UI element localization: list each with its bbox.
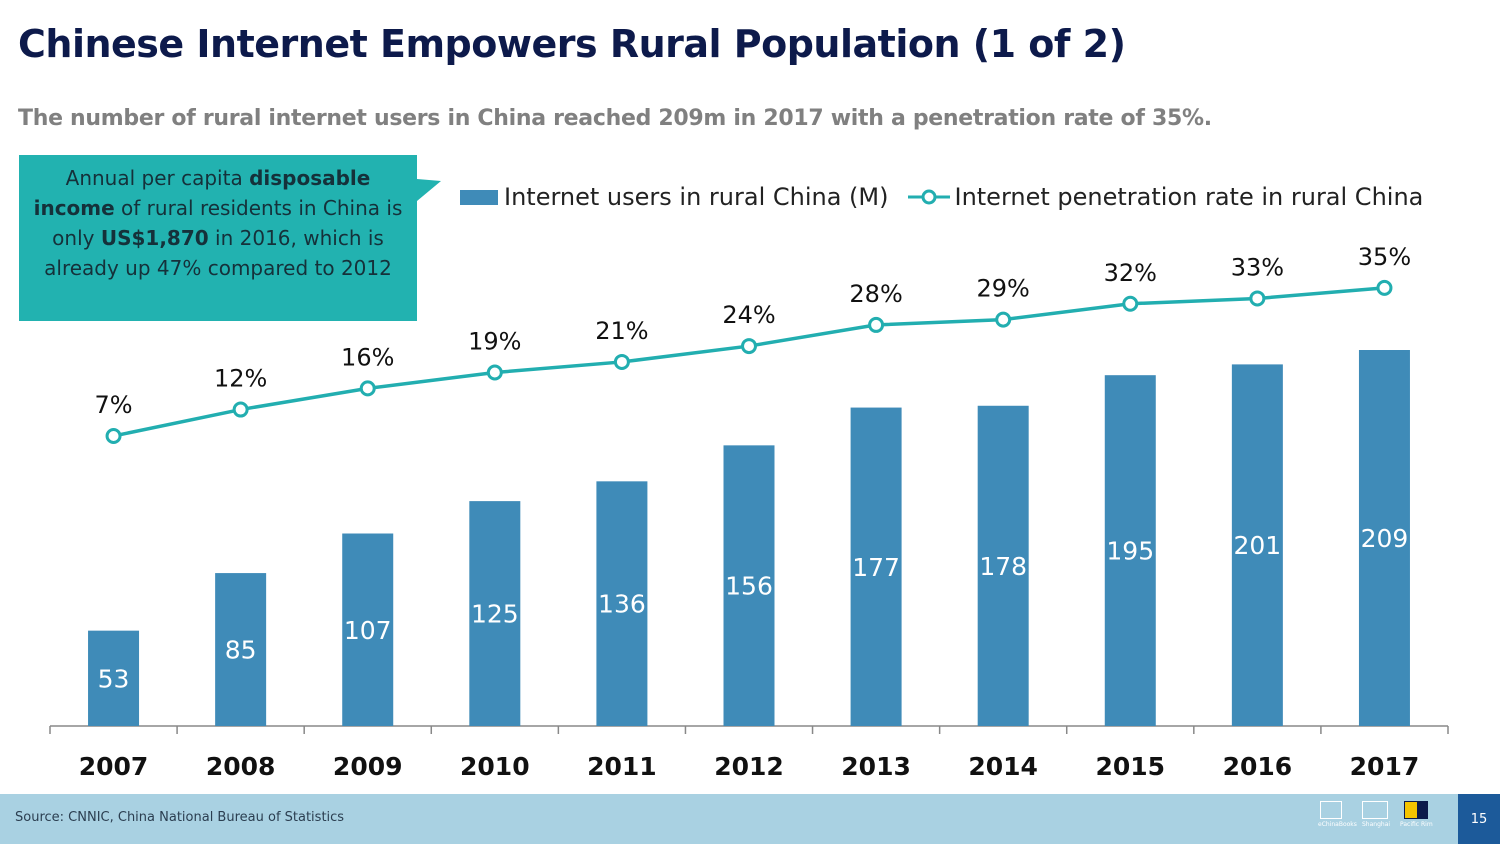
callout-text-part2: of rural residents in China is only <box>52 196 403 250</box>
bar-label-2008: 85 <box>225 636 257 665</box>
line-point-2011 <box>613 353 630 370</box>
logo-caption-1: eChinaBooks <box>1318 821 1357 828</box>
line-point-2010 <box>486 364 503 381</box>
bar-label-2013: 177 <box>852 553 900 582</box>
bar-2010 <box>469 501 521 726</box>
bar-2013 <box>850 407 902 726</box>
bar-label-2011: 136 <box>598 590 646 619</box>
bar-label-2007: 53 <box>98 664 130 693</box>
line-point-2017 <box>1376 279 1393 296</box>
bar-2011 <box>596 481 648 726</box>
line-label-2013: 28% <box>849 280 902 308</box>
logo-caption-3: Pacific Rim <box>1400 821 1433 828</box>
bar-label-2009: 107 <box>344 616 392 645</box>
bar-label-2016: 201 <box>1234 531 1282 560</box>
bar-2007 <box>88 630 140 726</box>
bar-2014 <box>977 405 1029 726</box>
callout-highlight-amount: US$1,870 <box>100 226 209 250</box>
line-point-2013 <box>868 316 885 333</box>
line-point-2008 <box>232 401 249 418</box>
line-point-2015 <box>1122 295 1139 312</box>
x-tick-label-2016: 2016 <box>1223 752 1293 781</box>
legend-line-label: Internet penetration rate in rural China <box>954 183 1424 211</box>
logo-caption-2: Shanghai <box>1362 821 1391 828</box>
line-label-2016: 33% <box>1231 253 1284 281</box>
x-tick-label-2012: 2012 <box>714 752 784 781</box>
x-tick-label-2013: 2013 <box>841 752 911 781</box>
income-callout: Annual per capita disposable income of r… <box>19 155 441 321</box>
bar-label-2014: 178 <box>979 552 1027 581</box>
bar-label-2012: 156 <box>725 572 773 601</box>
page-subtitle: The number of rural internet users in Ch… <box>18 106 1212 131</box>
x-tick-label-2007: 2007 <box>79 752 149 781</box>
line-label-2007: 7% <box>95 391 133 419</box>
x-tick-label-2009: 2009 <box>333 752 403 781</box>
x-tick-label-2010: 2010 <box>460 752 530 781</box>
bar-2017 <box>1358 350 1410 726</box>
callout-text-part1: Annual per capita <box>65 166 250 190</box>
page-title: Chinese Internet Empowers Rural Populati… <box>18 22 1126 66</box>
legend-bar-label: Internet users in rural China (M) <box>504 183 889 211</box>
line-label-2008: 12% <box>214 365 267 393</box>
square-logo-icon <box>1404 801 1428 819</box>
legend-line-marker <box>908 189 951 205</box>
line-point-2007 <box>105 428 122 444</box>
book-logo-icon <box>1320 801 1342 819</box>
bar-2008 <box>215 573 267 726</box>
bar-2016 <box>1231 364 1283 726</box>
line-label-2017: 35% <box>1358 243 1411 271</box>
x-tick-label-2008: 2008 <box>206 752 276 781</box>
x-tick-label-2011: 2011 <box>587 752 657 781</box>
line-label-2015: 32% <box>1104 259 1157 287</box>
footer-bar: Source: CNNIC, China National Bureau of … <box>0 794 1500 844</box>
bar-label-2017: 209 <box>1361 524 1409 553</box>
x-tick-label-2017: 2017 <box>1350 752 1420 781</box>
bar-2015 <box>1104 375 1156 726</box>
callout-highlight-income: disposable income <box>33 166 371 220</box>
line-label-2014: 29% <box>977 275 1030 303</box>
x-tick-label-2014: 2014 <box>968 752 1038 781</box>
legend-bar-swatch <box>460 189 498 205</box>
screen-logo-icon <box>1362 801 1388 819</box>
bar-2012 <box>723 445 775 726</box>
line-point-2014 <box>995 311 1012 328</box>
line-label-2010: 19% <box>468 328 521 356</box>
line-point-2009 <box>359 380 376 397</box>
line-point-2012 <box>741 338 757 355</box>
line-label-2012: 24% <box>722 301 775 329</box>
bar-2009 <box>342 533 394 726</box>
callout-shape <box>19 155 441 321</box>
source-note: Source: CNNIC, China National Bureau of … <box>15 810 345 825</box>
bar-label-2010: 125 <box>471 600 519 629</box>
bar-label-2015: 195 <box>1106 537 1154 566</box>
x-tick-label-2015: 2015 <box>1095 752 1165 781</box>
page-number: 15 <box>1458 794 1500 844</box>
line-label-2011: 21% <box>595 317 648 345</box>
line-point-2016 <box>1249 290 1266 307</box>
chart-legend: Internet users in rural China (M) Intern… <box>460 180 1423 214</box>
rural-internet-chart: 5320078520081072009125201013620111562012… <box>49 243 1449 781</box>
callout-text-part3: in 2016, which is already up 47% compare… <box>44 226 392 280</box>
line-label-2009: 16% <box>341 343 394 371</box>
callout-text: Annual per capita disposable income of r… <box>29 163 407 283</box>
